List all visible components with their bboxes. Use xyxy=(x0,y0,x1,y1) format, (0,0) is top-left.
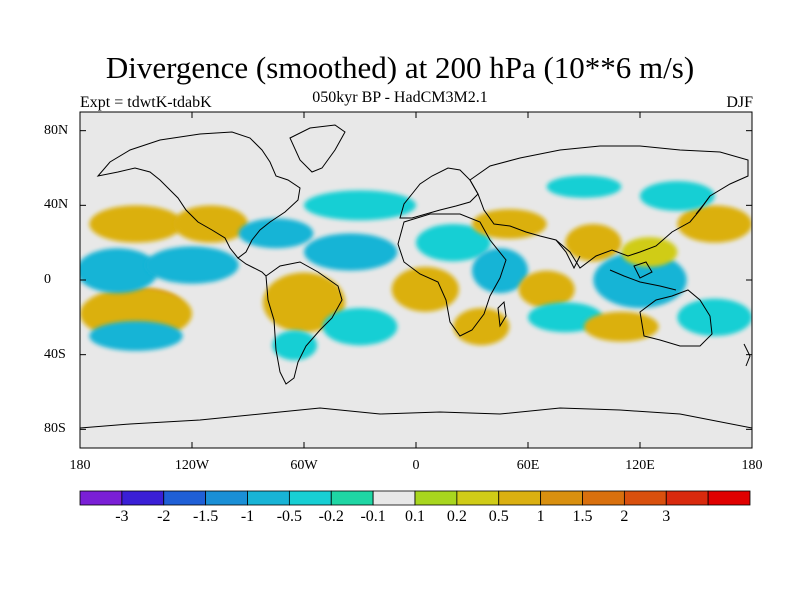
anomaly-region-26 xyxy=(640,181,715,211)
coast-india xyxy=(555,239,581,270)
colorbar-swatch-4 xyxy=(247,490,290,506)
anomaly-region-16 xyxy=(472,248,528,294)
colorbar-label: 2 xyxy=(620,508,629,525)
colorbar-swatch-12 xyxy=(582,490,625,506)
colorbar-label: 0.2 xyxy=(446,508,467,525)
plot-subtitle: 050kyr BP - HadCM3M2.1 xyxy=(312,89,488,106)
anomaly-region-11 xyxy=(322,308,398,346)
anomaly-region-18 xyxy=(518,270,575,309)
lon-tick-label: 60E xyxy=(516,458,540,473)
coast-greenland xyxy=(289,124,346,173)
anomaly-region-24 xyxy=(677,298,752,336)
anomaly-region-9 xyxy=(272,330,318,361)
coast-australia xyxy=(639,289,713,347)
colorbar-label: 0.1 xyxy=(405,508,425,525)
colorbar-label: -3 xyxy=(115,508,129,525)
axis-ticks xyxy=(79,112,753,448)
colorbar-swatch-10 xyxy=(498,490,542,506)
lat-tick-label: 40S xyxy=(44,346,66,362)
colorbar-swatch-7 xyxy=(372,490,416,506)
colorbar-label: -0.2 xyxy=(318,508,344,525)
colorbar-swatch-15 xyxy=(707,490,751,506)
colorbar-label: 0.5 xyxy=(488,508,509,525)
lon-tick-label: 60W xyxy=(290,458,318,473)
anomaly-region-10 xyxy=(304,233,398,271)
colorbar xyxy=(79,490,751,506)
lat-tick-label: 80N xyxy=(44,122,69,138)
coast-new-zealand xyxy=(743,343,751,367)
anomaly-region-3 xyxy=(80,248,159,294)
anomaly-region-17 xyxy=(472,209,547,239)
colorbar-swatch-6 xyxy=(330,490,374,506)
colorbar-swatch-2 xyxy=(163,490,207,506)
colorbar-label: -2 xyxy=(157,508,171,525)
coast-africa xyxy=(397,213,507,337)
coast-japan xyxy=(695,195,711,215)
anomaly-region-21 xyxy=(593,252,687,308)
lat-tick-label: 40N xyxy=(44,197,69,213)
colorbar-label: -0.1 xyxy=(360,508,386,525)
colorbar-label: 1 xyxy=(536,508,545,525)
coastlines xyxy=(80,124,752,429)
colorbar-label: 3 xyxy=(662,508,671,525)
coast-asia xyxy=(469,145,749,269)
anomaly-region-6 xyxy=(173,205,248,243)
anomaly-region-8 xyxy=(262,272,346,333)
anomaly-region-25 xyxy=(677,205,752,243)
coast-south-america xyxy=(265,261,343,385)
colorbar-label: -1 xyxy=(240,508,255,525)
coast-central-america xyxy=(237,257,267,277)
plot-title: Divergence (smoothed) at 200 hPa (10**6 … xyxy=(105,50,695,85)
coast-madagascar xyxy=(497,300,507,328)
anomaly-region-12 xyxy=(304,190,416,221)
colorbar-swatch-1 xyxy=(121,490,165,506)
colorbar-label: -0.5 xyxy=(276,508,303,525)
anomaly-region-5 xyxy=(89,205,183,243)
colorbar-swatch-14 xyxy=(665,490,709,506)
anomaly-region-7 xyxy=(238,218,314,249)
lon-tick-label: 180 xyxy=(741,458,763,473)
anomaly-region-27 xyxy=(546,175,622,198)
anomaly-region-4 xyxy=(145,246,239,284)
colorbar-swatch-5 xyxy=(288,490,332,506)
anomaly-region-22 xyxy=(621,237,678,267)
season-label: DJF xyxy=(726,94,753,111)
lon-tick-label: 180 xyxy=(69,458,91,473)
lat-tick-label: 80S xyxy=(44,421,66,437)
coast-borneo xyxy=(633,261,653,279)
anomaly-region-23 xyxy=(584,311,659,342)
coast-north-america xyxy=(96,131,301,259)
lat-tick-label: 0 xyxy=(44,272,51,287)
experiment-label: Expt = tdwtK-tdabK xyxy=(80,94,212,111)
colorbar-swatch-0 xyxy=(79,490,123,506)
anomaly-field xyxy=(80,175,752,361)
lon-tick-label: 120E xyxy=(625,458,655,473)
lon-tick-label: 0 xyxy=(412,458,420,473)
colorbar-swatch-9 xyxy=(456,490,500,506)
anomaly-region-19 xyxy=(528,302,603,333)
anomaly-region-2 xyxy=(89,321,183,351)
anomaly-region-20 xyxy=(565,224,622,262)
coast-indonesia xyxy=(609,269,677,291)
anomaly-region-15 xyxy=(453,308,510,346)
coast-antarctica xyxy=(80,407,752,429)
colorbar-swatch-11 xyxy=(540,490,583,506)
lon-tick-label: 120W xyxy=(174,458,210,473)
colorbar-swatch-3 xyxy=(205,490,248,506)
anomaly-region-14 xyxy=(416,224,491,262)
colorbar-swatch-13 xyxy=(623,490,667,506)
colorbar-label: -1.5 xyxy=(192,508,219,525)
colorbar-label: 1.5 xyxy=(572,508,593,525)
anomaly-region-13 xyxy=(391,266,459,312)
colorbar-swatch-8 xyxy=(414,490,458,506)
